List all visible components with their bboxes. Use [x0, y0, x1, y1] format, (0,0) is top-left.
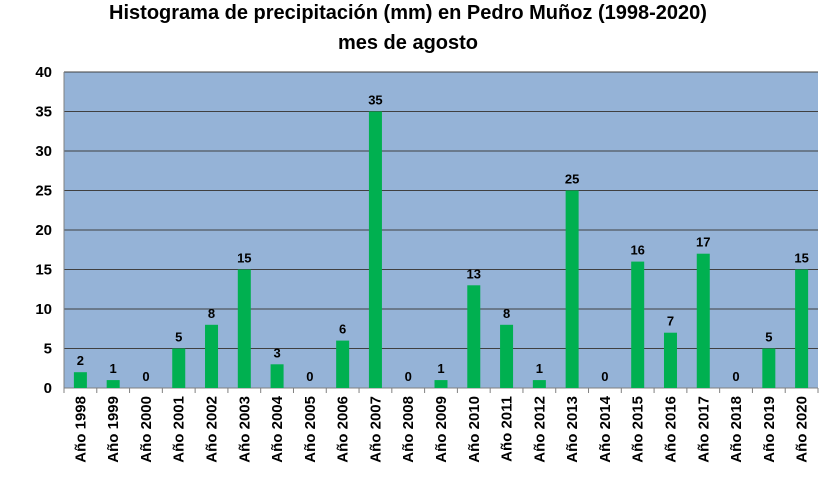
- bar: [237, 269, 251, 388]
- x-tick-label: Año 2014: [597, 395, 614, 462]
- bar: [663, 332, 677, 388]
- x-tick-label: Año 1999: [105, 396, 122, 463]
- x-tick-label: Año 2000: [138, 396, 155, 463]
- bar: [500, 324, 514, 388]
- x-tick-label: Año 2010: [466, 396, 483, 463]
- data-label: 1: [437, 361, 444, 376]
- x-tick-label: Año 2016: [662, 396, 679, 463]
- data-label: 25: [565, 172, 579, 187]
- bar: [467, 285, 481, 388]
- data-label: 16: [630, 243, 644, 258]
- x-tick-label: Año 2015: [630, 396, 647, 463]
- data-label: 0: [306, 369, 313, 384]
- x-tick-label: Año 2006: [335, 396, 352, 463]
- y-tick-label: 0: [44, 380, 52, 397]
- bar: [336, 340, 350, 388]
- data-label: 0: [142, 369, 149, 384]
- y-tick-label: 30: [35, 143, 52, 160]
- data-label: 35: [368, 93, 382, 108]
- bar: [368, 111, 382, 388]
- bar: [696, 253, 710, 388]
- x-tick-label: Año 2001: [171, 396, 188, 463]
- data-label: 8: [503, 306, 510, 321]
- x-tick-label: Año 2012: [531, 396, 548, 463]
- y-tick-label: 25: [35, 183, 52, 200]
- data-label: 15: [237, 251, 251, 266]
- y-tick-label: 5: [44, 341, 52, 358]
- bar: [434, 380, 448, 388]
- bar: [205, 324, 219, 388]
- data-label: 0: [732, 369, 739, 384]
- data-label: 5: [175, 330, 182, 345]
- data-label: 0: [601, 369, 608, 384]
- y-tick-label: 15: [35, 262, 52, 279]
- data-label: 3: [273, 345, 280, 360]
- data-label: 7: [667, 314, 674, 329]
- x-tick-label: Año 2011: [499, 396, 516, 462]
- x-tick-label: Año 2009: [433, 396, 450, 463]
- chart-subtitle: mes de agosto: [337, 32, 479, 54]
- y-tick-label: 20: [35, 222, 52, 239]
- x-tick-label: Año 2007: [367, 396, 384, 463]
- data-label: 13: [467, 266, 481, 281]
- x-tick-label: Año 2017: [695, 396, 712, 463]
- x-tick-label: Año 2020: [794, 396, 811, 463]
- data-label: 0: [405, 369, 412, 384]
- x-tick-label: Año 2018: [728, 396, 745, 463]
- y-tick-label: 35: [35, 104, 52, 121]
- bar: [532, 380, 546, 388]
- x-tick-label: Año 2005: [302, 396, 319, 463]
- y-tick-label: 10: [35, 301, 52, 318]
- bar: [73, 372, 87, 388]
- data-label: 17: [696, 235, 710, 250]
- bar: [270, 364, 284, 388]
- data-label: 2: [77, 353, 84, 368]
- bar: [172, 348, 186, 388]
- bar: [565, 190, 579, 388]
- bar: [106, 380, 120, 388]
- chart-title: Histograma de precipitación (mm) en Pedr…: [109, 2, 707, 24]
- y-tick-label: 40: [35, 64, 52, 81]
- data-label: 5: [765, 330, 772, 345]
- x-tick-label: Año 2019: [761, 396, 778, 463]
- bar: [631, 261, 645, 388]
- x-tick-label: Año 2003: [236, 396, 253, 463]
- x-tick-label: Año 2004: [269, 395, 286, 462]
- data-label: 15: [794, 251, 808, 266]
- data-label: 1: [536, 361, 543, 376]
- data-label: 6: [339, 322, 346, 337]
- bar: [762, 348, 776, 388]
- data-label: 1: [110, 361, 117, 376]
- x-tick-label: Año 1998: [72, 396, 89, 463]
- data-label: 8: [208, 306, 215, 321]
- x-tick-label: Año 2013: [564, 396, 581, 463]
- x-tick-label: Año 2008: [400, 396, 417, 463]
- x-tick-label: Año 2002: [204, 396, 221, 463]
- bar: [795, 269, 809, 388]
